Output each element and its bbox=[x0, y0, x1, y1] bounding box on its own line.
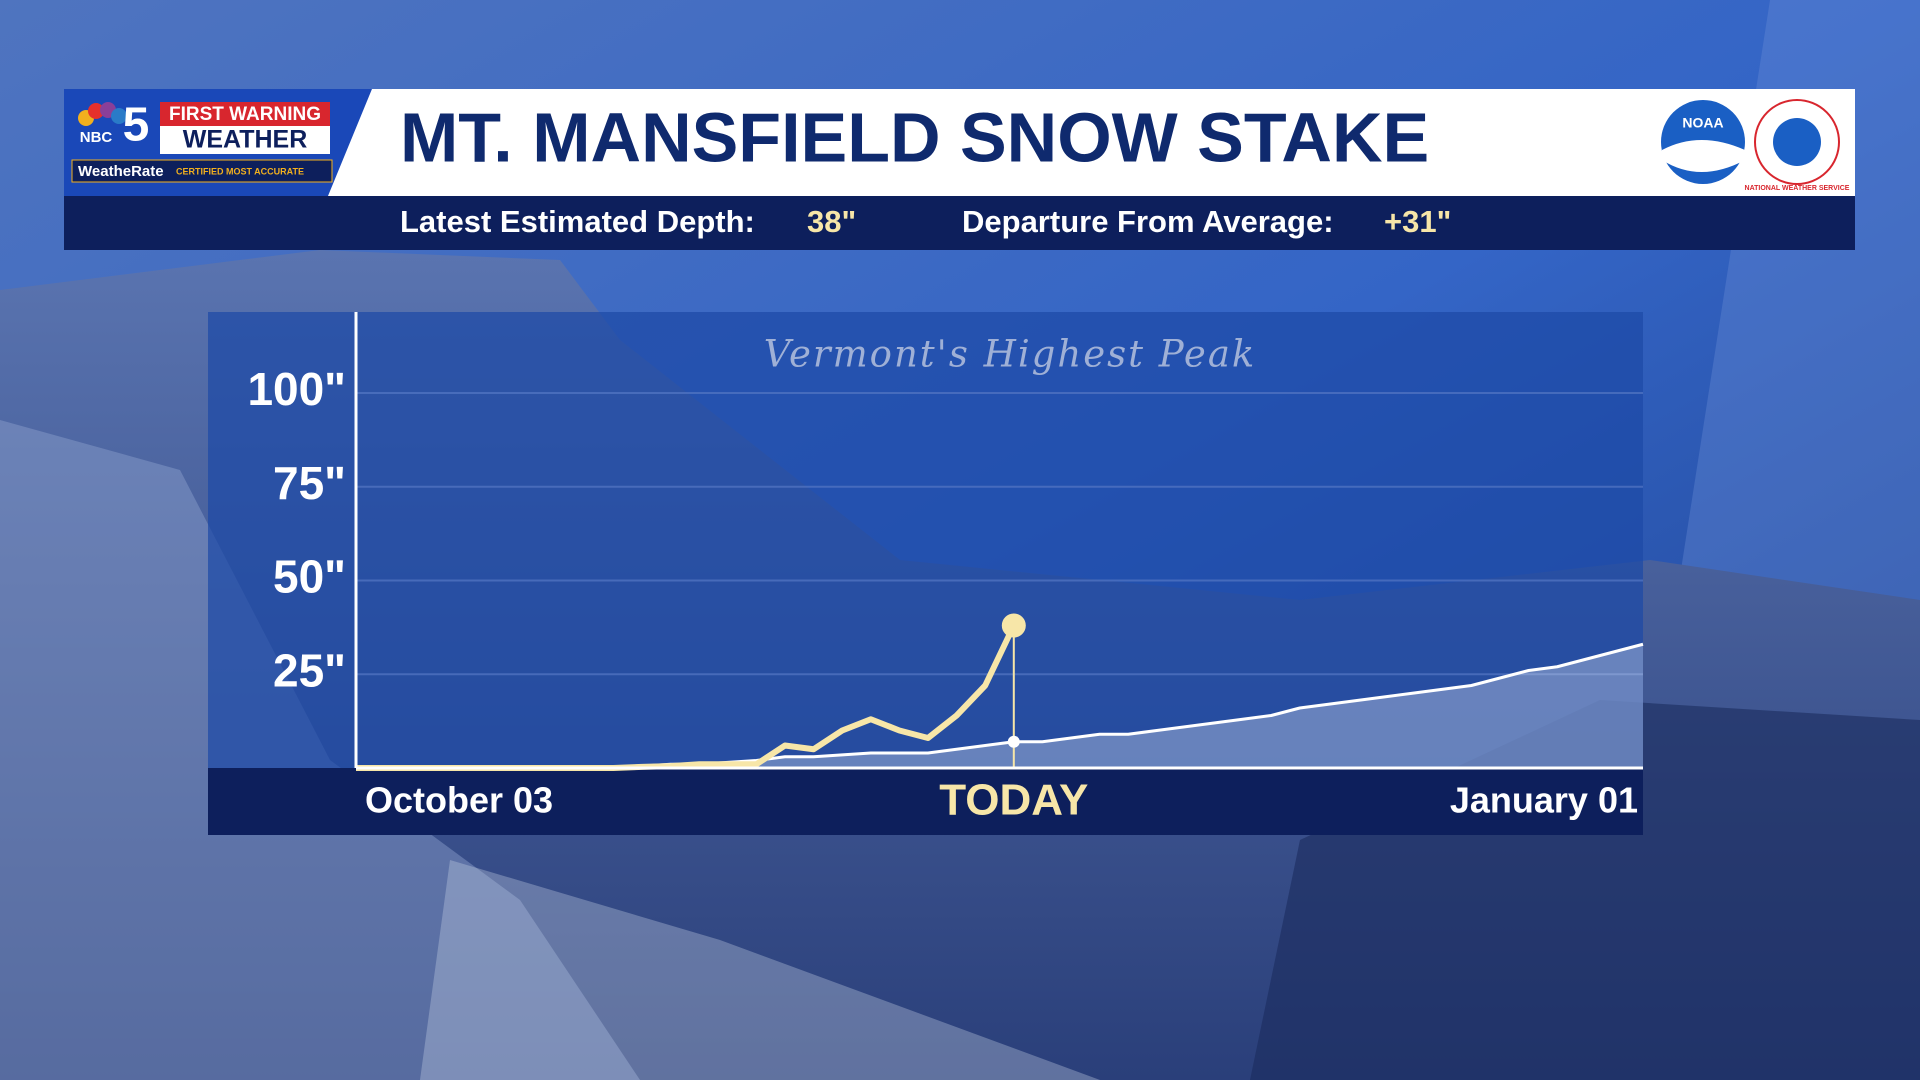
rating: WeatheRate bbox=[78, 163, 164, 180]
x-tick-label: October 03 bbox=[365, 780, 553, 821]
product: WEATHER bbox=[183, 126, 308, 154]
stat-value: 38" bbox=[807, 204, 856, 239]
banner: FIRST WARNING bbox=[169, 104, 321, 125]
nbc-logo: NBC 5 FIRST WARNING WEATHER WeatheRate C… bbox=[71, 99, 333, 183]
y-tick-label: 25" bbox=[273, 644, 346, 696]
plot-panel bbox=[208, 312, 1643, 768]
title-panel bbox=[328, 89, 1855, 196]
agency: NOAA bbox=[1682, 115, 1723, 131]
channel: 5 bbox=[123, 99, 150, 152]
stat-label: Latest Estimated Depth: bbox=[400, 204, 755, 239]
x-axis-band bbox=[208, 768, 1643, 835]
chart-subtitle: Vermont's Highest Peak bbox=[764, 333, 1257, 376]
stats-bar bbox=[64, 196, 1855, 250]
rating-note: CERTIFIED MOST ACCURATE bbox=[176, 166, 304, 176]
stat-value: +31" bbox=[1384, 204, 1451, 239]
stat-label: Departure From Average: bbox=[962, 204, 1334, 239]
y-tick-label: 100" bbox=[247, 363, 346, 415]
average-today-dot bbox=[1007, 735, 1020, 748]
y-tick-label: 50" bbox=[273, 551, 346, 603]
service: NATIONAL WEATHER SERVICE bbox=[1745, 185, 1850, 192]
average-area bbox=[356, 644, 1643, 768]
depth-today-dot bbox=[1001, 613, 1026, 638]
agency-logos: NOAA NATIONAL WEATHER SERVICE bbox=[1661, 99, 1850, 192]
x-tick-label: TODAY bbox=[939, 776, 1088, 825]
header: NBC 5 FIRST WARNING WEATHER WeatheRate C… bbox=[64, 89, 1855, 250]
y-tick-label: 75" bbox=[273, 457, 346, 509]
chart-title: MT. MANSFIELD SNOW STAKE bbox=[400, 98, 1429, 176]
network: NBC bbox=[80, 129, 113, 146]
x-tick-label: January 01 bbox=[1450, 780, 1638, 821]
chart: Vermont's Highest Peak 25" 50" 75" 100" Octo… bbox=[208, 312, 1644, 835]
